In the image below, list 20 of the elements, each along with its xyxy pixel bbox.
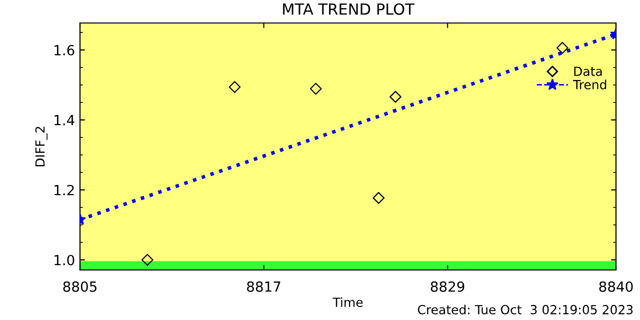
x-tick-label: 8829 [430, 281, 464, 292]
y-tick-label: 1.6 [54, 44, 74, 56]
x-tick-label: 8805 [63, 281, 96, 292]
point [310, 82, 322, 95]
point [390, 90, 402, 103]
x-tick-label: 8817 [247, 281, 280, 292]
point [141, 254, 154, 266]
y-tick-label: 1.2 [54, 184, 74, 196]
point [556, 42, 568, 54]
text: Created: Tue Oct 3 02:19:05 2023 [418, 304, 633, 314]
x-axis-title: Time [332, 297, 363, 308]
legend-label: Data [574, 66, 602, 76]
y-tick-label: 1.4 [54, 115, 74, 126]
chart-title: MTA TREND PLOT [283, 3, 414, 15]
point [228, 81, 241, 93]
point [372, 192, 385, 204]
y-axis-title: DIFF_2 [35, 126, 48, 166]
legend-label: Trend [573, 80, 606, 90]
x-tick-label: 8840 [599, 281, 633, 292]
y-tick-label: 1.0 [54, 254, 74, 266]
